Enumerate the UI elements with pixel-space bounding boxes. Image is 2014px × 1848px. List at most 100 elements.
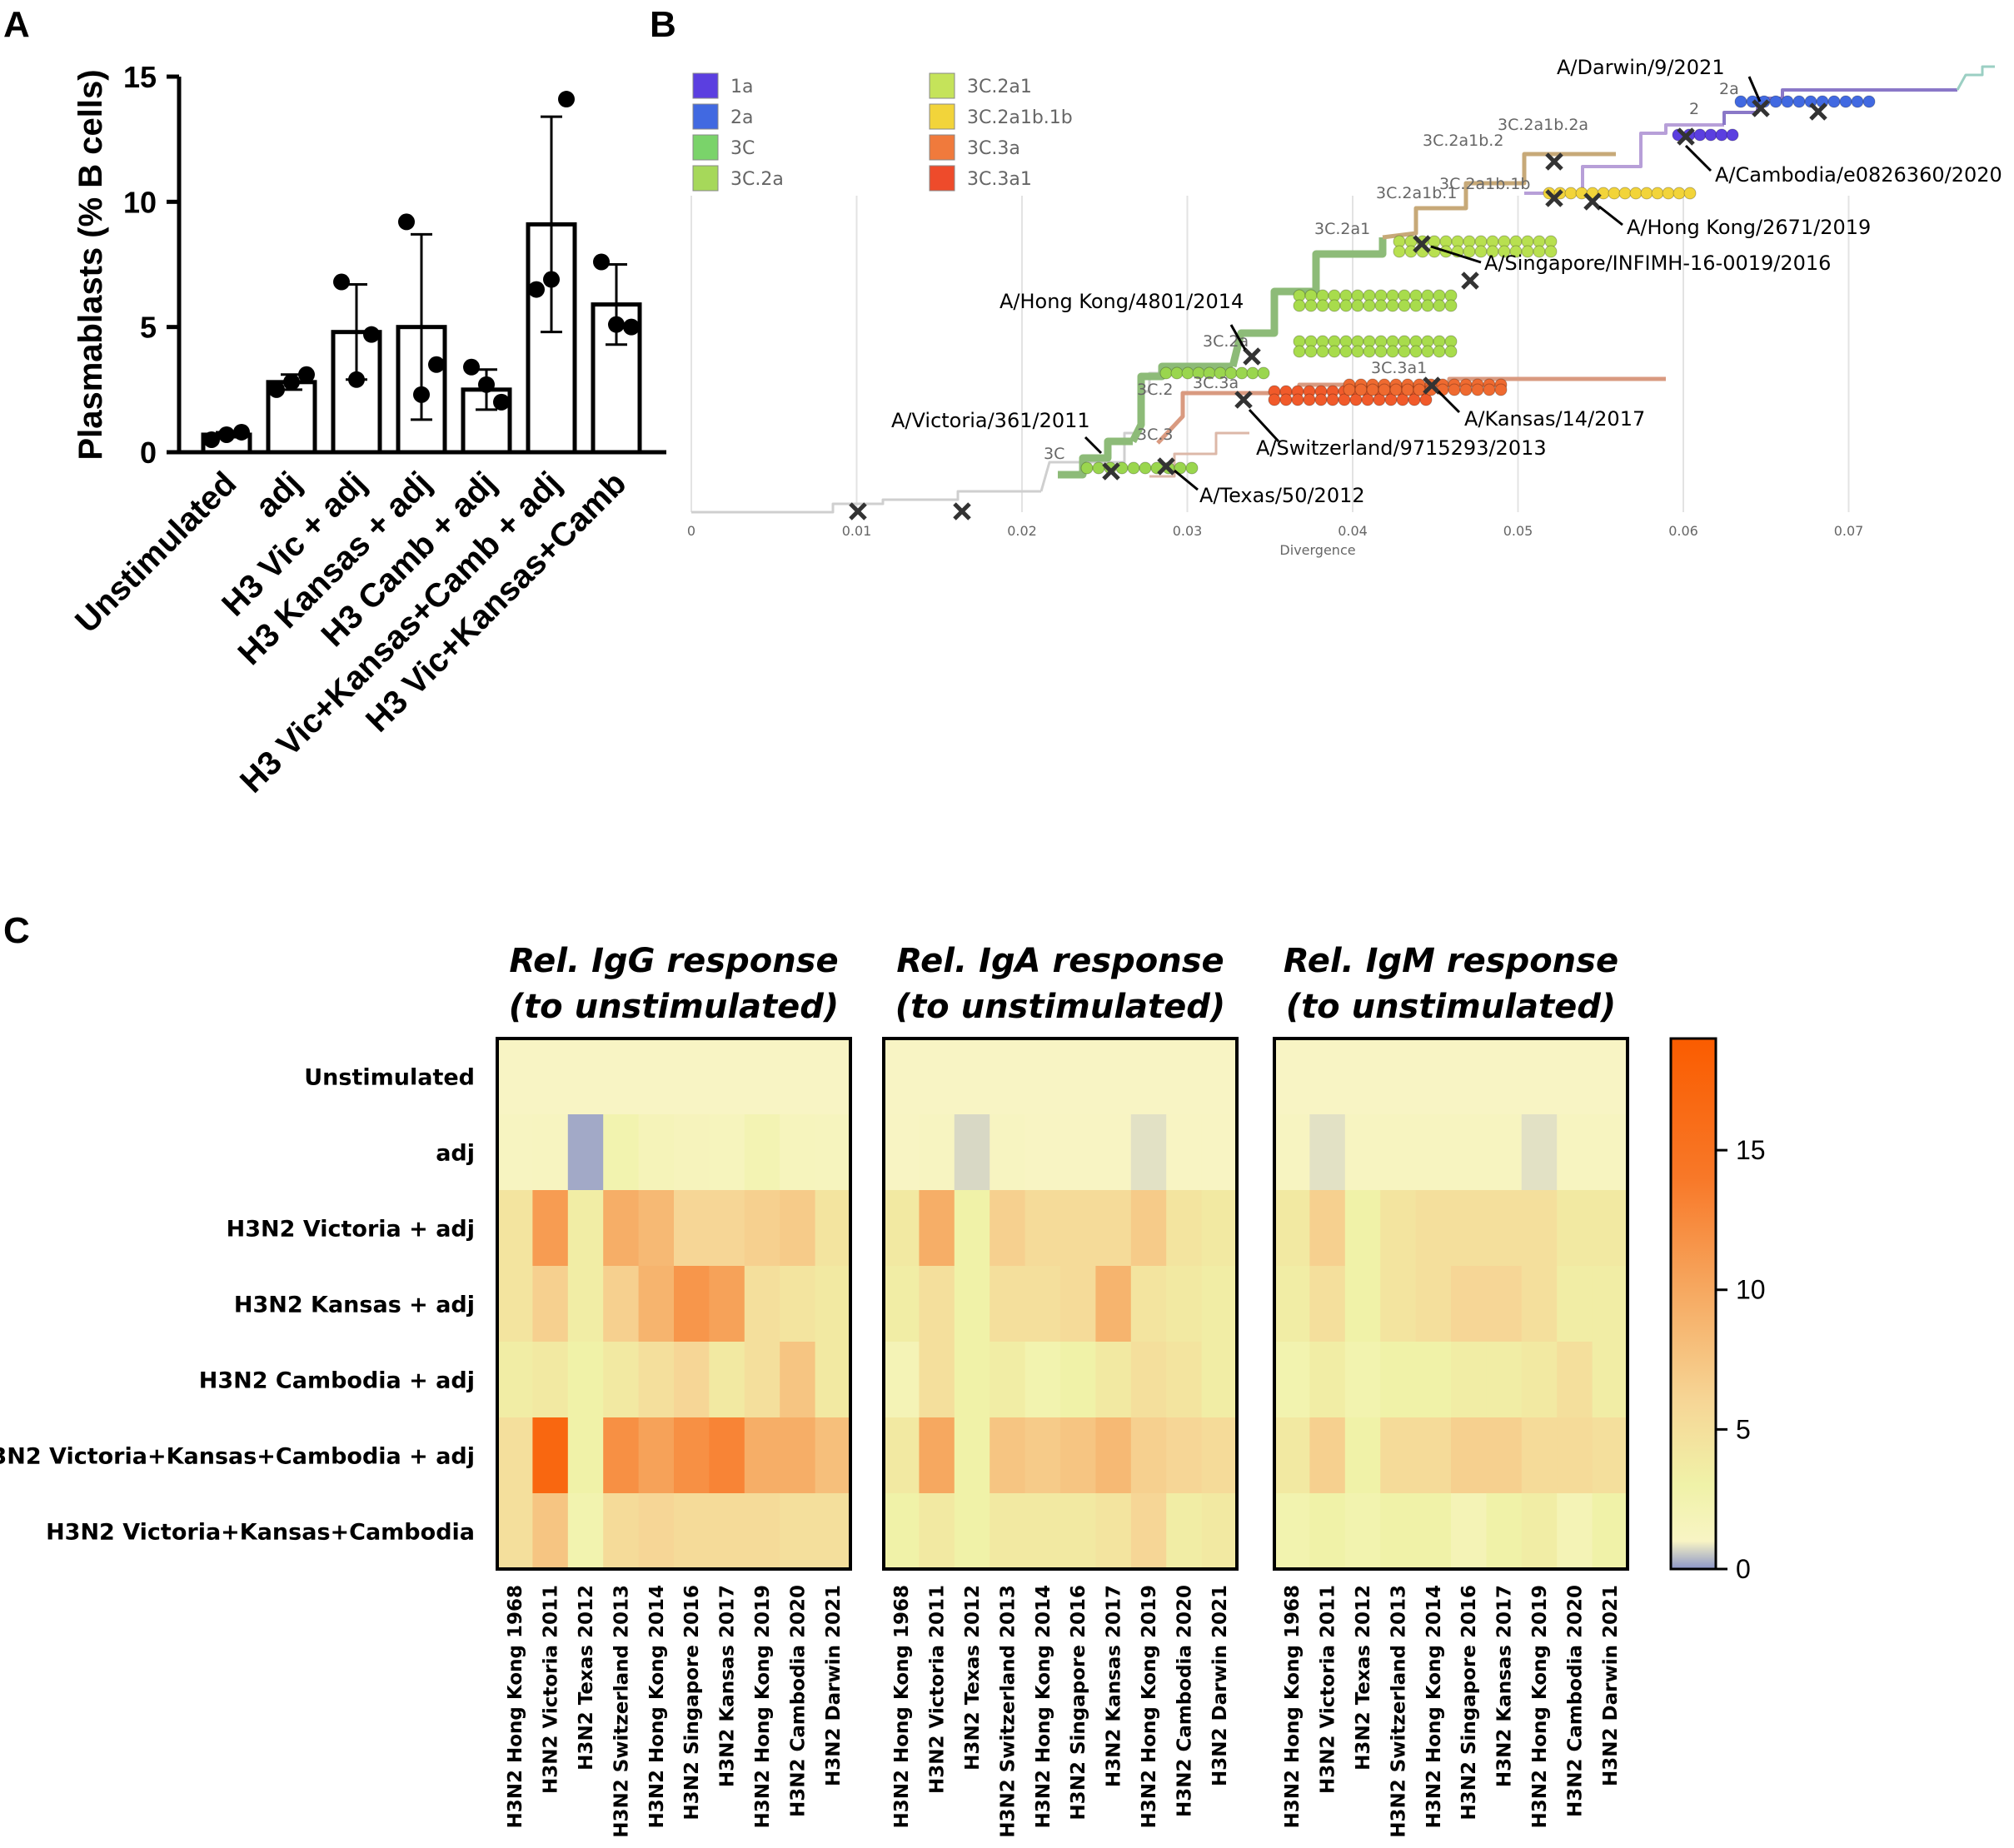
heatmap-cell — [674, 1493, 710, 1570]
bar-y-tick-label: 10 — [123, 185, 157, 219]
heatmap-cell — [1024, 1266, 1061, 1342]
heatmap-column-label: H3N2 Victoria 2011 — [1318, 1585, 1339, 1794]
heatmap-cell — [1592, 1114, 1628, 1191]
strain-marker — [1234, 391, 1253, 409]
heatmap-row-label: H3N2 Victoria+Kansas+Cambodia — [46, 1520, 475, 1546]
heatmap-cell — [1166, 1342, 1203, 1418]
heatmap-cell — [1592, 1190, 1628, 1267]
heatmap-cell — [780, 1417, 816, 1494]
heatmap-cell — [744, 1417, 780, 1494]
heatmap-cell — [674, 1190, 710, 1267]
heatmap-cell — [815, 1266, 851, 1342]
heatmap-cell — [1344, 1342, 1381, 1418]
tree-branch-3c — [1058, 437, 1133, 479]
strain-marker — [1752, 99, 1770, 117]
heatmap-cell — [1095, 1190, 1132, 1267]
heatmap-cell — [1557, 1039, 1593, 1115]
heatmap-cell — [884, 1190, 920, 1267]
heatmap-cell — [919, 1342, 955, 1418]
heatmap-column-label: H3N2 Kansas 2017 — [717, 1585, 739, 1787]
tree-x-tick-label: 0.07 — [1834, 523, 1864, 539]
heatmap-cell — [1451, 1417, 1487, 1494]
heatmap-cell — [1166, 1190, 1203, 1267]
tip-3c2a — [1433, 299, 1446, 312]
data-point — [218, 426, 235, 443]
heatmap-cell — [1201, 1114, 1238, 1191]
colorbar-tick-label: 15 — [1736, 1135, 1766, 1165]
tip-3c3a1 — [1471, 383, 1484, 396]
heatmap-cell — [674, 1039, 710, 1115]
heatmap-cell — [1486, 1114, 1523, 1191]
strain-label: A/Texas/50/2012 — [1199, 484, 1365, 507]
clade-label: 2 — [1689, 100, 1699, 118]
tip-3c2a — [1304, 299, 1318, 312]
tip-3c3a1 — [1401, 383, 1414, 396]
heatmap-cell — [1557, 1266, 1593, 1342]
heatmap-column-label: H3N2 Hong Kong 2019 — [1139, 1585, 1160, 1829]
tip-2a — [1839, 95, 1852, 108]
heatmap-cell — [1521, 1493, 1558, 1570]
strain-leader — [1430, 245, 1482, 264]
heatmap-column-label: H3N2 Cambodia 2020 — [787, 1585, 809, 1817]
tip-3c2a-b — [1374, 345, 1388, 358]
legend-label: 1a — [730, 77, 753, 97]
tip-3c2 — [1181, 366, 1194, 380]
panel-c-letter: C — [3, 910, 30, 951]
heatmap-cell — [567, 1417, 604, 1494]
heatmap-cell — [1130, 1190, 1167, 1267]
heatmap-cell — [1095, 1342, 1132, 1418]
heatmap-cell — [1274, 1417, 1310, 1494]
legend-swatch — [692, 134, 719, 161]
clade-label: 3C.3 — [1137, 426, 1173, 444]
heatmap-cell — [1166, 1114, 1203, 1191]
heatmap-cell — [1415, 1039, 1452, 1115]
heatmap-cell — [497, 1266, 533, 1342]
heatmap-cell — [815, 1190, 851, 1267]
heatmap-cell — [1060, 1493, 1096, 1570]
heatmap-cell — [884, 1493, 920, 1570]
heatmap-frame — [1273, 1037, 1629, 1571]
heatmap-row-label: adj — [436, 1141, 475, 1167]
heatmap-cell — [1521, 1039, 1558, 1115]
heatmap-cell — [497, 1114, 533, 1191]
heatmap-cell — [815, 1039, 851, 1115]
heatmap-title-line1: Rel. IgG response — [509, 942, 838, 980]
strain-marker — [1583, 192, 1602, 211]
tip-3c2a1b1b — [1564, 187, 1578, 200]
heatmap-cell — [674, 1342, 710, 1418]
tip-3c2a-b — [1444, 345, 1458, 358]
tip-3c2a-b — [1409, 345, 1423, 358]
heatmap-cell — [990, 1342, 1026, 1418]
legend-label: 3C.2a1b.1b — [967, 107, 1073, 128]
tip-3c3a1 — [1494, 383, 1508, 396]
tree-x-tick-label: 0.04 — [1338, 523, 1368, 539]
heatmap-cell — [532, 1114, 569, 1191]
heatmap-cell — [1557, 1190, 1593, 1267]
heatmap-cell — [1309, 1342, 1346, 1418]
clade-label: 3C.2a1b.2a — [1498, 116, 1588, 134]
legend-swatch — [692, 165, 719, 192]
tip-3c2a-b — [1386, 345, 1399, 358]
heatmap-cell — [1060, 1417, 1096, 1494]
heatmap-cell — [603, 1190, 640, 1267]
heatmap-cell — [1451, 1190, 1487, 1267]
heatmap-cell — [1592, 1266, 1628, 1342]
heatmap-cell — [780, 1342, 816, 1418]
heatmap-column-label: H3N2 Hong Kong 2019 — [1529, 1585, 1551, 1829]
heatmap-cell — [497, 1190, 533, 1267]
heatmap-column-label: H3N2 Switzerland 2013 — [611, 1585, 632, 1838]
tip-3c3a1 — [1366, 383, 1379, 396]
heatmap-cell — [1486, 1342, 1523, 1418]
clade-label: 2a — [1719, 80, 1739, 98]
heatmap-cell — [1309, 1114, 1346, 1191]
data-point — [203, 431, 220, 448]
heatmap-cell — [1130, 1417, 1167, 1494]
heatmap-cell — [919, 1493, 955, 1570]
heatmap-cell — [1486, 1417, 1523, 1494]
heatmap-cell — [884, 1039, 920, 1115]
heatmap-cell — [709, 1493, 745, 1570]
heatmap-cell — [1521, 1342, 1558, 1418]
tip-1a — [1715, 128, 1728, 142]
data-point — [623, 318, 640, 336]
tip-3c2a-b — [1304, 345, 1318, 358]
